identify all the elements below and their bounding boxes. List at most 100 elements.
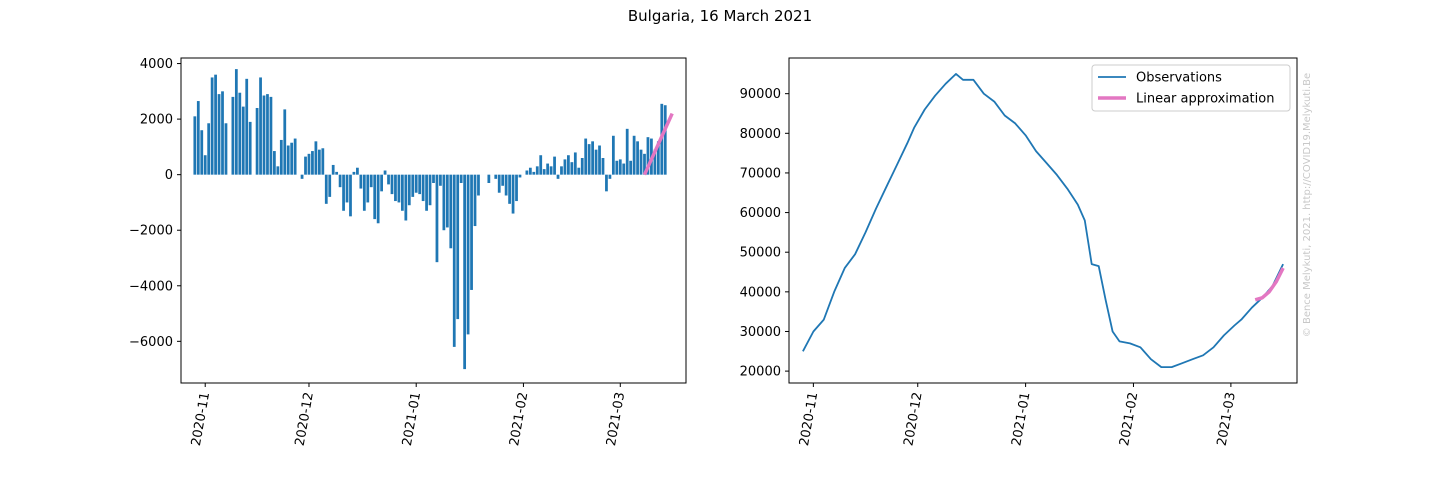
bar: [470, 174, 473, 290]
line-ytick-label: 90000: [740, 87, 781, 102]
bar: [356, 167, 359, 175]
bar: [663, 105, 667, 175]
bar-ytick-label: −4000: [129, 279, 173, 294]
bar: [629, 160, 633, 175]
bar: [439, 174, 442, 186]
bar: [466, 174, 470, 335]
bar: [570, 162, 574, 175]
bar: [549, 166, 553, 175]
bar: [511, 174, 515, 214]
bar: [387, 174, 390, 185]
bar: [359, 174, 363, 189]
bar-axes-frame: [180, 57, 687, 384]
bar: [553, 156, 556, 175]
bar: [314, 141, 318, 175]
bar: [293, 138, 297, 175]
bar: [279, 139, 283, 175]
bar: [591, 141, 594, 175]
bar: [515, 174, 518, 202]
bar: [563, 159, 567, 175]
bar: [598, 145, 601, 175]
bar: [643, 153, 646, 175]
bar: [473, 174, 477, 227]
bar: [432, 174, 435, 183]
bar: [311, 151, 314, 175]
bar: [487, 174, 491, 183]
linear-approximation-line: [1254, 267, 1285, 302]
bar: [214, 74, 217, 175]
bar: [525, 170, 529, 175]
bar: [338, 174, 342, 188]
bar: [577, 167, 581, 175]
bar: [259, 77, 262, 175]
bar: [546, 163, 550, 175]
line-ytick-label: 50000: [740, 246, 781, 261]
bar: [518, 174, 522, 178]
line-xtick-label: 2021-01: [1009, 391, 1033, 447]
bar: [442, 174, 446, 231]
bar: [349, 174, 352, 217]
bar: [221, 91, 224, 175]
bar: [532, 171, 536, 175]
bar: [653, 149, 657, 175]
bar: [421, 174, 425, 202]
bar: [501, 174, 505, 186]
bar: [459, 174, 463, 183]
bar: [321, 148, 325, 175]
bar-ytick-label: 0: [165, 168, 173, 183]
figure-title: Bulgaria, 16 March 2021: [628, 7, 812, 25]
bar: [255, 108, 259, 175]
bar: [300, 174, 304, 179]
bar: [373, 174, 377, 220]
line-ytick-label: 30000: [740, 325, 781, 340]
bar: [383, 170, 387, 175]
bar: [632, 135, 636, 175]
bar: [362, 174, 366, 211]
bar: [266, 94, 269, 175]
bar: [317, 149, 321, 175]
line-ytick-label: 70000: [740, 166, 781, 181]
bar: [449, 174, 453, 249]
bar: [369, 174, 373, 188]
bar: [605, 174, 608, 192]
line-xtick-label: 2021-03: [1215, 391, 1239, 447]
bar: [328, 174, 332, 197]
bar: [608, 174, 612, 179]
bar: [390, 174, 394, 195]
bar: [366, 174, 370, 203]
bar: [276, 166, 280, 175]
bar: [445, 174, 449, 228]
bar: [207, 123, 211, 175]
bar: [404, 174, 408, 221]
bar: [376, 174, 380, 224]
bar: [304, 156, 307, 175]
line-xtick-label: 2020-12: [901, 391, 925, 447]
bar: [269, 96, 273, 175]
bar: [342, 174, 345, 211]
bar: [497, 174, 501, 193]
bar: [504, 174, 508, 196]
bar: [425, 174, 428, 211]
bar: [636, 141, 639, 175]
bar: [622, 163, 626, 175]
bar: [397, 174, 401, 203]
bar: [380, 174, 383, 192]
bar: [435, 174, 439, 263]
bar: [656, 141, 660, 175]
bar: [463, 174, 467, 370]
bar: [625, 128, 629, 175]
bar-xtick-label: 2021-03: [604, 391, 628, 447]
bar: [196, 101, 200, 175]
bar: [335, 171, 339, 175]
bar: [611, 135, 615, 175]
bar: [283, 109, 287, 175]
bar: [248, 121, 252, 175]
bar: [567, 155, 570, 175]
bar: [290, 142, 294, 175]
bar: [456, 174, 460, 320]
line-xtick-label: 2021-02: [1117, 391, 1141, 447]
bar: [528, 167, 532, 175]
line-chart-panel: 90000 80000 70000 60000 50000 40000 30000 20000…: [740, 57, 1298, 447]
bar-xtick-label: 2021-01: [400, 391, 424, 447]
